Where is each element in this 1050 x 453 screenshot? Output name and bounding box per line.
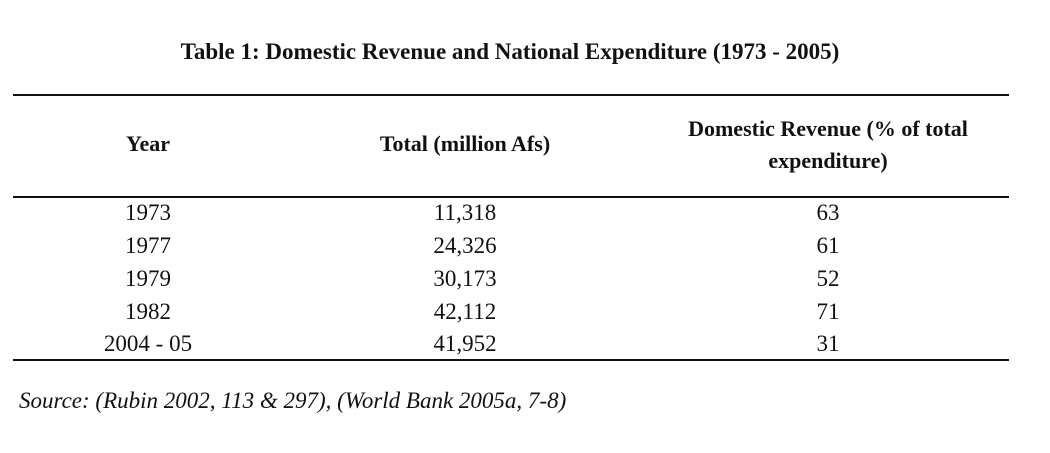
header-year: Year <box>126 131 170 156</box>
cell-domestic: 71 <box>816 299 840 324</box>
cell-year: 1973 <box>125 200 171 225</box>
table-header-rule <box>13 196 1009 198</box>
table-top-rule <box>13 94 1009 96</box>
cell-year: 2004 - 05 <box>103 331 193 356</box>
table-row: 1973 11,318 63 <box>0 196 1050 229</box>
header-domestic-revenue: Domestic Revenue (% of total expenditure… <box>648 113 1008 177</box>
table-row: 1977 24,326 61 <box>0 229 1050 262</box>
header-domestic-line1: Domestic Revenue (% of total <box>688 116 968 141</box>
cell-total: 11,318 <box>433 200 497 225</box>
table-row: 1982 42,112 71 <box>0 295 1050 328</box>
cell-domestic: 63 <box>816 200 840 225</box>
cell-total: 41,952 <box>433 331 497 356</box>
table-caption: Table 1: Domestic Revenue and National E… <box>180 39 840 64</box>
cell-year: 1977 <box>125 233 171 258</box>
cell-total: 24,326 <box>433 233 497 258</box>
source-note: Source: (Rubin 2002, 113 & 297), (World … <box>19 388 567 413</box>
cell-domestic: 52 <box>816 266 840 291</box>
cell-year: 1979 <box>125 266 171 291</box>
table-row: 1979 30,173 52 <box>0 262 1050 295</box>
table-bottom-rule <box>13 359 1009 361</box>
cell-domestic: 31 <box>816 331 840 356</box>
cell-year: 1982 <box>125 299 171 324</box>
cell-domestic: 61 <box>816 233 840 258</box>
cell-total: 42,112 <box>433 299 497 324</box>
cell-total: 30,173 <box>433 266 497 291</box>
header-domestic-line2: expenditure) <box>768 148 888 173</box>
table-row: 2004 - 05 41,952 31 <box>0 327 1050 360</box>
header-total: Total (million Afs) <box>379 131 551 156</box>
